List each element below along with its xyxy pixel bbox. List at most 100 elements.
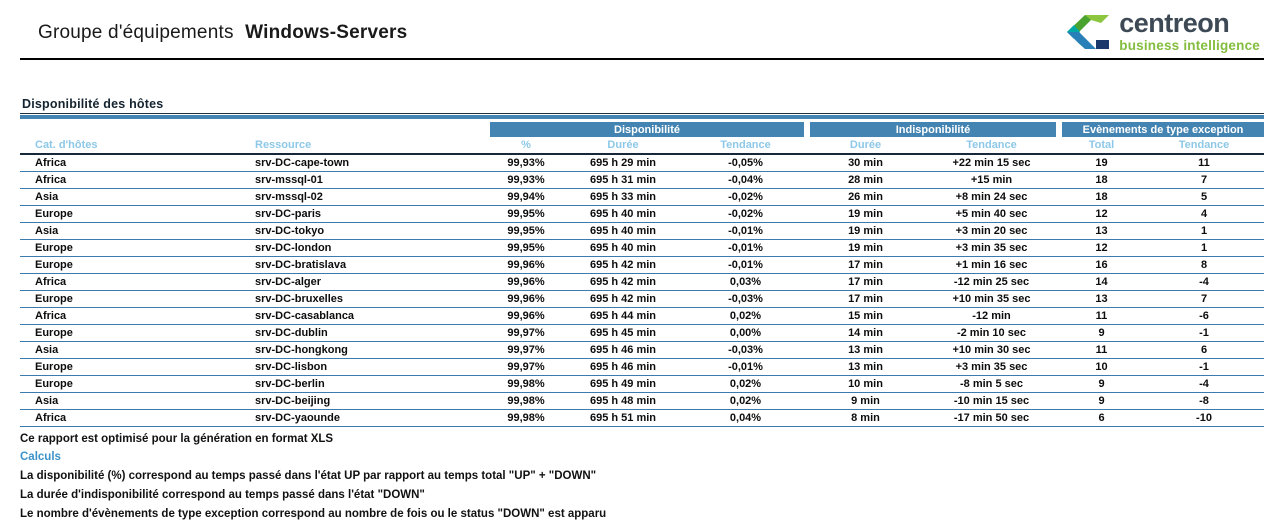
section-title-rule-dark bbox=[20, 113, 1264, 114]
cell: srv-DC-berlin bbox=[250, 375, 490, 392]
cell: +1 min 16 sec bbox=[924, 256, 1059, 273]
cell: 695 h 29 min bbox=[562, 154, 684, 171]
cell: -17 min 50 sec bbox=[924, 409, 1059, 426]
cell: -0,04% bbox=[684, 171, 807, 188]
col-header-unavailability-duration: Durée bbox=[807, 137, 924, 154]
col-header-availability-pct: % bbox=[490, 137, 562, 154]
cell: 99,96% bbox=[490, 307, 562, 324]
cell: srv-DC-bratislava bbox=[250, 256, 490, 273]
cell: srv-mssql-01 bbox=[250, 171, 490, 188]
cell: +10 min 30 sec bbox=[924, 341, 1059, 358]
cell: 9 min bbox=[807, 392, 924, 409]
cell: Africa bbox=[20, 409, 250, 426]
page-title-group-name: Windows-Servers bbox=[245, 22, 407, 43]
group-header-row: Disponibilité Indisponibilité Evènements… bbox=[20, 122, 1264, 137]
cell: 695 h 46 min bbox=[562, 358, 684, 375]
cell: 99,97% bbox=[490, 324, 562, 341]
cell: srv-DC-lisbon bbox=[250, 358, 490, 375]
col-header-host-category: Cat. d'hôtes bbox=[20, 137, 250, 154]
cell: 99,95% bbox=[490, 239, 562, 256]
cell: 695 h 33 min bbox=[562, 188, 684, 205]
cell: 17 min bbox=[807, 256, 924, 273]
cell: 18 bbox=[1059, 188, 1144, 205]
report-header: Groupe d'équipements Windows-Servers cen… bbox=[20, 0, 1264, 60]
cell: +8 min 24 sec bbox=[924, 188, 1059, 205]
cell: 19 min bbox=[807, 205, 924, 222]
cell: 695 h 40 min bbox=[562, 222, 684, 239]
group-header-exception-events: Evènements de type exception bbox=[1059, 122, 1264, 137]
cell: -12 min bbox=[924, 307, 1059, 324]
cell: 99,97% bbox=[490, 358, 562, 375]
col-header-availability-duration: Durée bbox=[562, 137, 684, 154]
hosts-availability-table: Disponibilité Indisponibilité Evènements… bbox=[20, 122, 1264, 427]
cell: +3 min 35 sec bbox=[924, 358, 1059, 375]
footer-formula-availability: La disponibilité (%) correspond au temps… bbox=[20, 467, 1264, 486]
cell: 695 h 40 min bbox=[562, 239, 684, 256]
cell: 0,02% bbox=[684, 375, 807, 392]
cell: 26 min bbox=[807, 188, 924, 205]
logo-text: centreon business intelligence bbox=[1119, 10, 1260, 53]
cell: 99,95% bbox=[490, 222, 562, 239]
cell: 1 bbox=[1144, 239, 1264, 256]
cell: 695 h 44 min bbox=[562, 307, 684, 324]
cell: 695 h 51 min bbox=[562, 409, 684, 426]
cell: Europe bbox=[20, 239, 250, 256]
cell: 13 min bbox=[807, 341, 924, 358]
cell: Europe bbox=[20, 375, 250, 392]
cell: srv-DC-beijing bbox=[250, 392, 490, 409]
cell: 10 min bbox=[807, 375, 924, 392]
cell: 695 h 42 min bbox=[562, 290, 684, 307]
cell: 13 bbox=[1059, 222, 1144, 239]
cell: -8 bbox=[1144, 392, 1264, 409]
cell: Asia bbox=[20, 341, 250, 358]
cell: 12 bbox=[1059, 205, 1144, 222]
cell: srv-DC-london bbox=[250, 239, 490, 256]
cell: 695 h 40 min bbox=[562, 205, 684, 222]
cell: 11 bbox=[1144, 154, 1264, 171]
cell: srv-DC-yaounde bbox=[250, 409, 490, 426]
cell: 695 h 48 min bbox=[562, 392, 684, 409]
cell: 1 bbox=[1144, 222, 1264, 239]
cell: 18 bbox=[1059, 171, 1144, 188]
cell: -8 min 5 sec bbox=[924, 375, 1059, 392]
cell: 14 min bbox=[807, 324, 924, 341]
cell: 695 h 31 min bbox=[562, 171, 684, 188]
group-header-availability: Disponibilité bbox=[490, 122, 807, 137]
cell: 19 min bbox=[807, 239, 924, 256]
cell: 99,93% bbox=[490, 154, 562, 171]
cell: 695 h 42 min bbox=[562, 273, 684, 290]
col-header-availability-trend: Tendance bbox=[684, 137, 807, 154]
group-header-unavailability: Indisponibilité bbox=[807, 122, 1059, 137]
cell: 99,95% bbox=[490, 205, 562, 222]
cell: -0,01% bbox=[684, 239, 807, 256]
cell: 695 h 45 min bbox=[562, 324, 684, 341]
cell: Europe bbox=[20, 205, 250, 222]
cell: 5 bbox=[1144, 188, 1264, 205]
cell: 8 min bbox=[807, 409, 924, 426]
footer-calculs-label: Calculs bbox=[20, 448, 1264, 467]
cell: Asia bbox=[20, 392, 250, 409]
cell: Asia bbox=[20, 188, 250, 205]
cell: srv-DC-casablanca bbox=[250, 307, 490, 324]
cell: -4 bbox=[1144, 375, 1264, 392]
cell: +22 min 15 sec bbox=[924, 154, 1059, 171]
cell: 16 bbox=[1059, 256, 1144, 273]
cell: +5 min 40 sec bbox=[924, 205, 1059, 222]
footer-xls-note: Ce rapport est optimisé pour la générati… bbox=[20, 430, 1264, 449]
centreon-logo: centreon business intelligence bbox=[1065, 10, 1264, 54]
footer-formula-unavailability: La durée d'indisponibilité correspond au… bbox=[20, 486, 1264, 505]
page-title: Groupe d'équipements Windows-Servers bbox=[20, 0, 407, 44]
cell: -4 bbox=[1144, 273, 1264, 290]
cell: -1 bbox=[1144, 324, 1264, 341]
cell: Africa bbox=[20, 154, 250, 171]
cell: -0,02% bbox=[684, 205, 807, 222]
cell: srv-DC-tokyo bbox=[250, 222, 490, 239]
